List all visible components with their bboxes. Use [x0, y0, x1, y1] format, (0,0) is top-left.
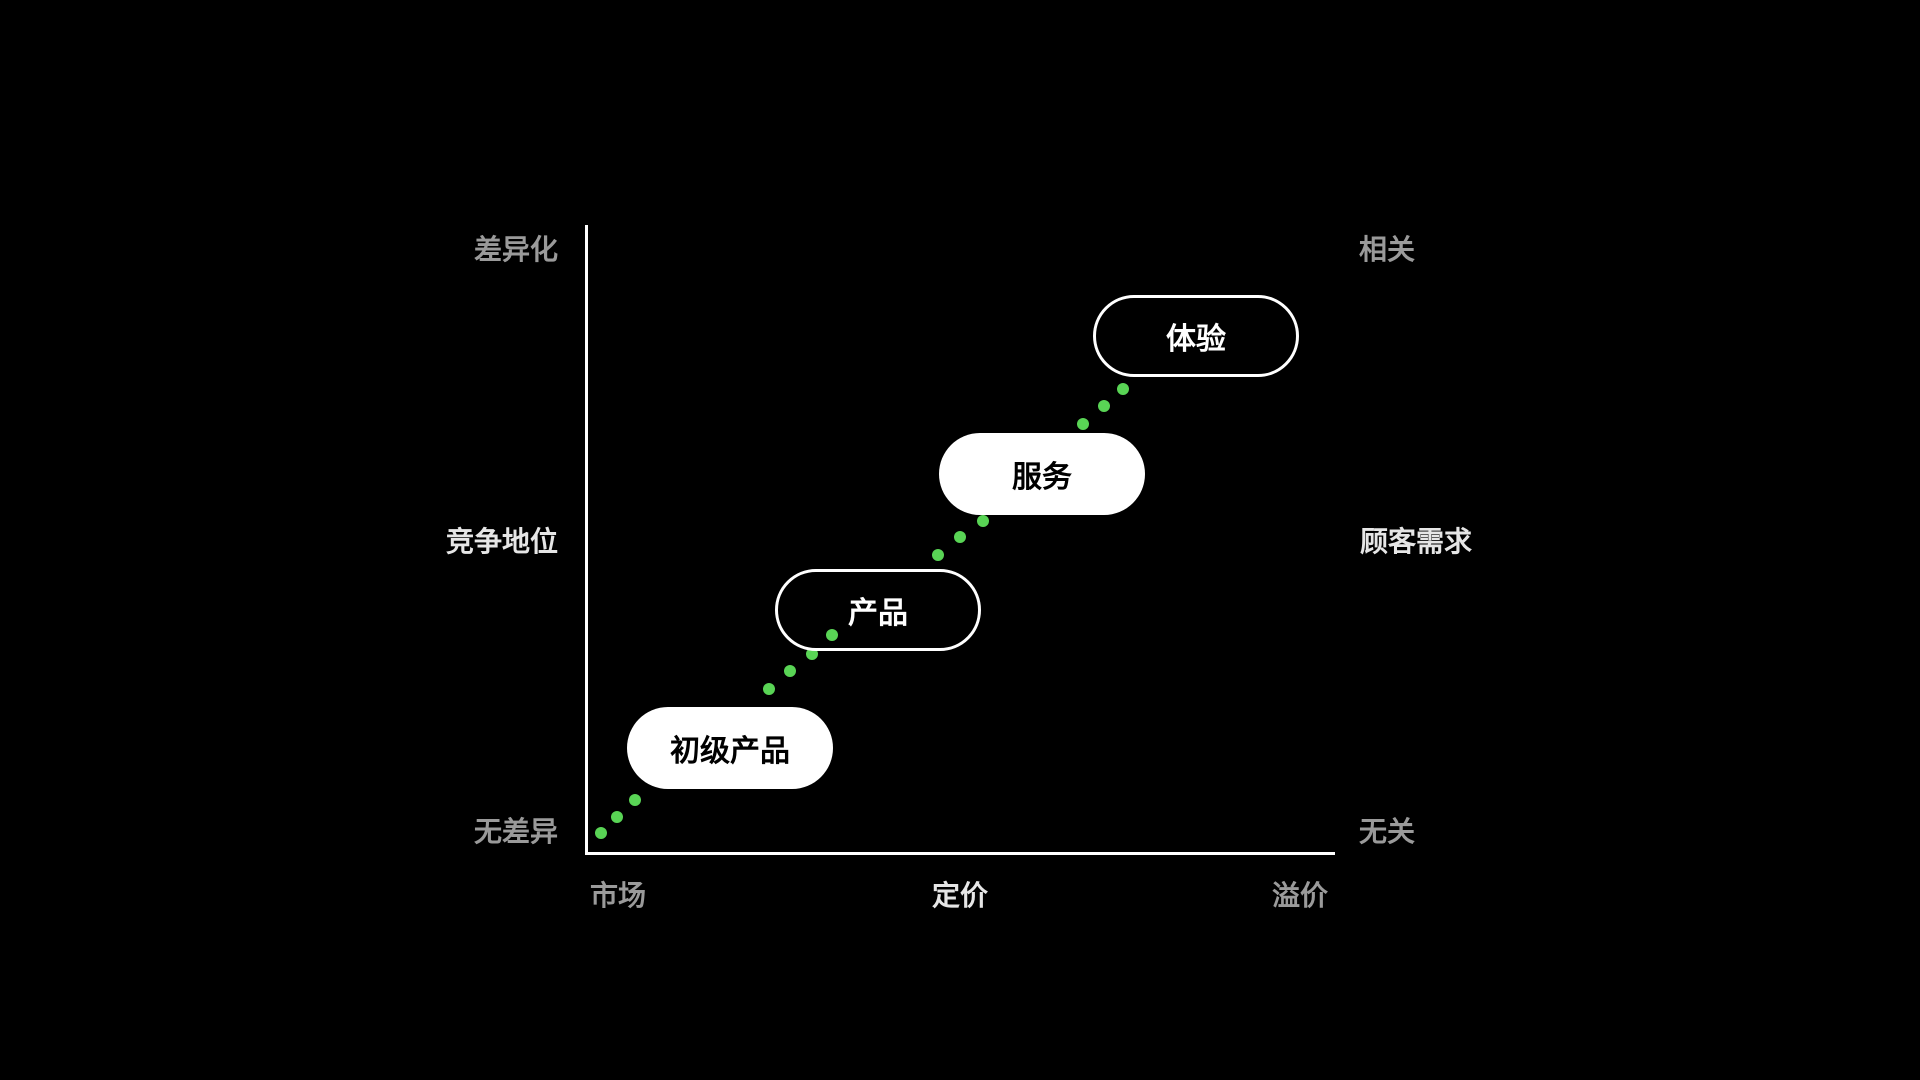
trend-dot [611, 811, 623, 823]
pill-label: 初级产品 [670, 726, 790, 770]
y-right-bottom-label: 无关 [1359, 810, 1415, 850]
trend-dot [932, 549, 944, 561]
trend-dot [954, 531, 966, 543]
pill-product: 产品 [775, 569, 981, 651]
y-right-center-label: 顾客需求 [1360, 520, 1472, 560]
y-left-bottom-label: 无差异 [474, 810, 558, 850]
pill-experience: 体验 [1093, 295, 1299, 377]
x-right-label: 溢价 [1272, 874, 1328, 914]
trend-dot [784, 665, 796, 677]
trend-dot [595, 827, 607, 839]
trend-dot [1077, 418, 1089, 430]
x-left-label: 市场 [590, 874, 646, 914]
diagram-stage: 差异化 竞争地位 无差异 相关 顾客需求 无关 市场 定价 溢价 初级产品 产品 服… [0, 0, 1920, 1080]
y-left-top-label: 差异化 [474, 228, 558, 268]
trend-dot [629, 794, 641, 806]
pill-label: 体验 [1166, 314, 1226, 358]
y-right-top-label: 相关 [1359, 228, 1415, 268]
x-center-label: 定价 [932, 874, 988, 914]
y-left-center-label: 竞争地位 [446, 520, 558, 560]
trend-dot [1098, 400, 1110, 412]
pill-label: 服务 [1012, 452, 1072, 496]
pill-label: 产品 [848, 588, 908, 632]
pill-primary-product: 初级产品 [627, 707, 833, 789]
trend-dot [977, 515, 989, 527]
pill-service: 服务 [939, 433, 1145, 515]
trend-dot [763, 683, 775, 695]
trend-dot [1117, 383, 1129, 395]
